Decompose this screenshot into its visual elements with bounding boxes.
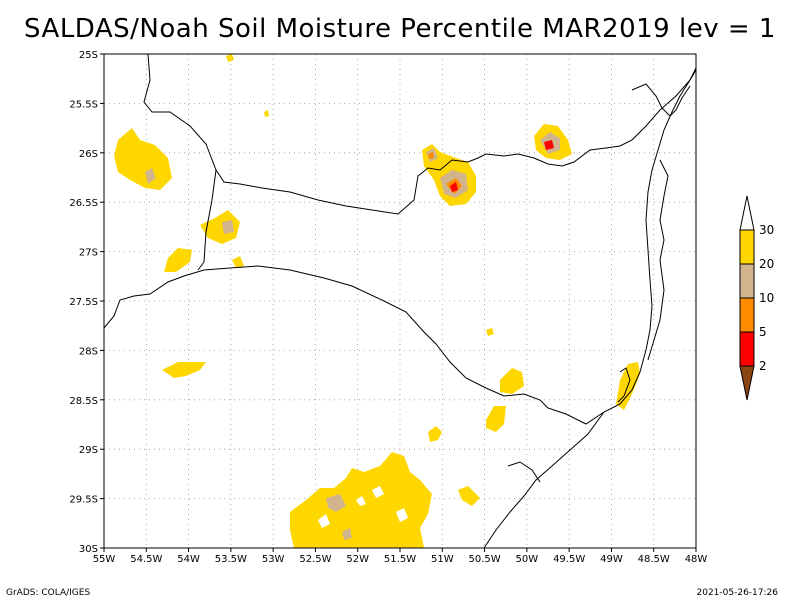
lon-tick-label: 53W (262, 554, 285, 565)
coastline (547, 69, 697, 425)
legend-swatch (739, 297, 755, 333)
lat-tick-label: 29S (79, 445, 98, 456)
legend-swatch (739, 229, 755, 265)
fill-region-west-tan (222, 220, 234, 234)
border-line-2 (197, 169, 217, 271)
fill-region-south-central-2 (486, 406, 506, 432)
fill-region-north-central-2-red (428, 152, 434, 159)
legend-label: 30 (759, 223, 774, 237)
lon-tick-label: 50.5W (468, 554, 500, 565)
fill-hole-4 (356, 496, 366, 506)
lon-tick-label: 49W (600, 554, 623, 565)
legend-arrow-bottom (739, 365, 755, 401)
lon-tick-label: 51W (431, 554, 454, 565)
fill-region-south-central-4 (458, 486, 480, 506)
lon-tick-label: 48W (685, 554, 708, 565)
footer-credit: GrADS: COLA/IGES (6, 588, 91, 598)
fill-region-south-central-3 (428, 426, 442, 442)
fill-hole-2 (396, 508, 408, 522)
fill-region-south-central-1 (500, 368, 524, 394)
lon-tick-label: 49.5W (553, 554, 585, 565)
fill-region-west-small (200, 210, 240, 244)
legend-colorbar: 30 20 10 5 2 (739, 195, 774, 401)
river-1 (507, 461, 541, 483)
lat-tick-label: 27S (79, 248, 98, 259)
fill-region-west-2 (164, 248, 192, 272)
lon-tick-label: 53.5W (215, 554, 247, 565)
fill-region-nw-tan (145, 168, 156, 184)
lon-tick-label: 54.5W (130, 554, 162, 565)
fill-region-south-large-tan-2 (342, 528, 352, 540)
map-title: SALDAS/Noah Soil Moisture Percentile MAR… (24, 14, 776, 44)
lat-tick-label: 28S (79, 346, 98, 357)
fill-region-north-central-red (450, 182, 458, 192)
soil-moisture-fills (114, 54, 640, 548)
coast-detail-1 (631, 83, 691, 117)
footer-timestamp: 2021-05-26-17:26 (696, 588, 779, 598)
lat-tick-label: 30S (79, 544, 98, 555)
lat-tick-label: 26S (79, 149, 98, 160)
latitude-axis: 25S 25.5S 26S 26.5S 27S 27.5S 28S 28.5S 29S 29.5S… (69, 50, 104, 555)
legend-label: 5 (759, 325, 767, 339)
fill-dot-2 (264, 110, 269, 117)
legend-arrow-top (739, 195, 755, 231)
lon-tick-label: 52W (346, 554, 369, 565)
fill-hole-3 (318, 514, 330, 528)
longitude-axis: 55W 54.5W 54W 53.5W 53W 52.5W 52W 51.5W 51W 50.5W… (93, 548, 708, 565)
legend-label: 20 (759, 257, 774, 271)
legend-swatch (739, 331, 755, 367)
coast-detail-3 (617, 367, 631, 403)
fill-hole-1 (372, 486, 384, 498)
lon-tick-label: 55W (93, 554, 116, 565)
fill-region-ne-red (544, 140, 554, 150)
lat-tick-label: 27.5S (69, 297, 98, 308)
lat-tick-label: 25S (79, 50, 98, 61)
fill-region-west-4 (162, 362, 206, 378)
lon-tick-label: 50W (516, 554, 539, 565)
political-borders (103, 53, 697, 549)
lon-tick-label: 51.5W (384, 554, 416, 565)
legend-label: 2 (759, 359, 767, 373)
lon-tick-label: 52.5W (299, 554, 331, 565)
coast-detail-2 (647, 159, 669, 361)
lon-tick-label: 54W (177, 554, 200, 565)
fill-region-nw (114, 128, 172, 190)
lon-tick-label: 48.5W (638, 554, 670, 565)
lat-tick-label: 26.5S (69, 198, 98, 209)
fill-dot-3 (486, 328, 494, 336)
legend-label: 10 (759, 291, 774, 305)
lat-tick-label: 29.5S (69, 495, 98, 506)
fill-region-south-large-tan (326, 494, 346, 512)
border-line-1 (143, 53, 697, 215)
fill-region-west-3 (232, 256, 244, 268)
fill-dot-1 (226, 54, 234, 62)
legend-swatch (739, 263, 755, 299)
lat-tick-label: 25.5S (69, 99, 98, 110)
coastline-south (483, 411, 605, 549)
lat-tick-label: 28.5S (69, 396, 98, 407)
border-line-3 (103, 265, 549, 409)
